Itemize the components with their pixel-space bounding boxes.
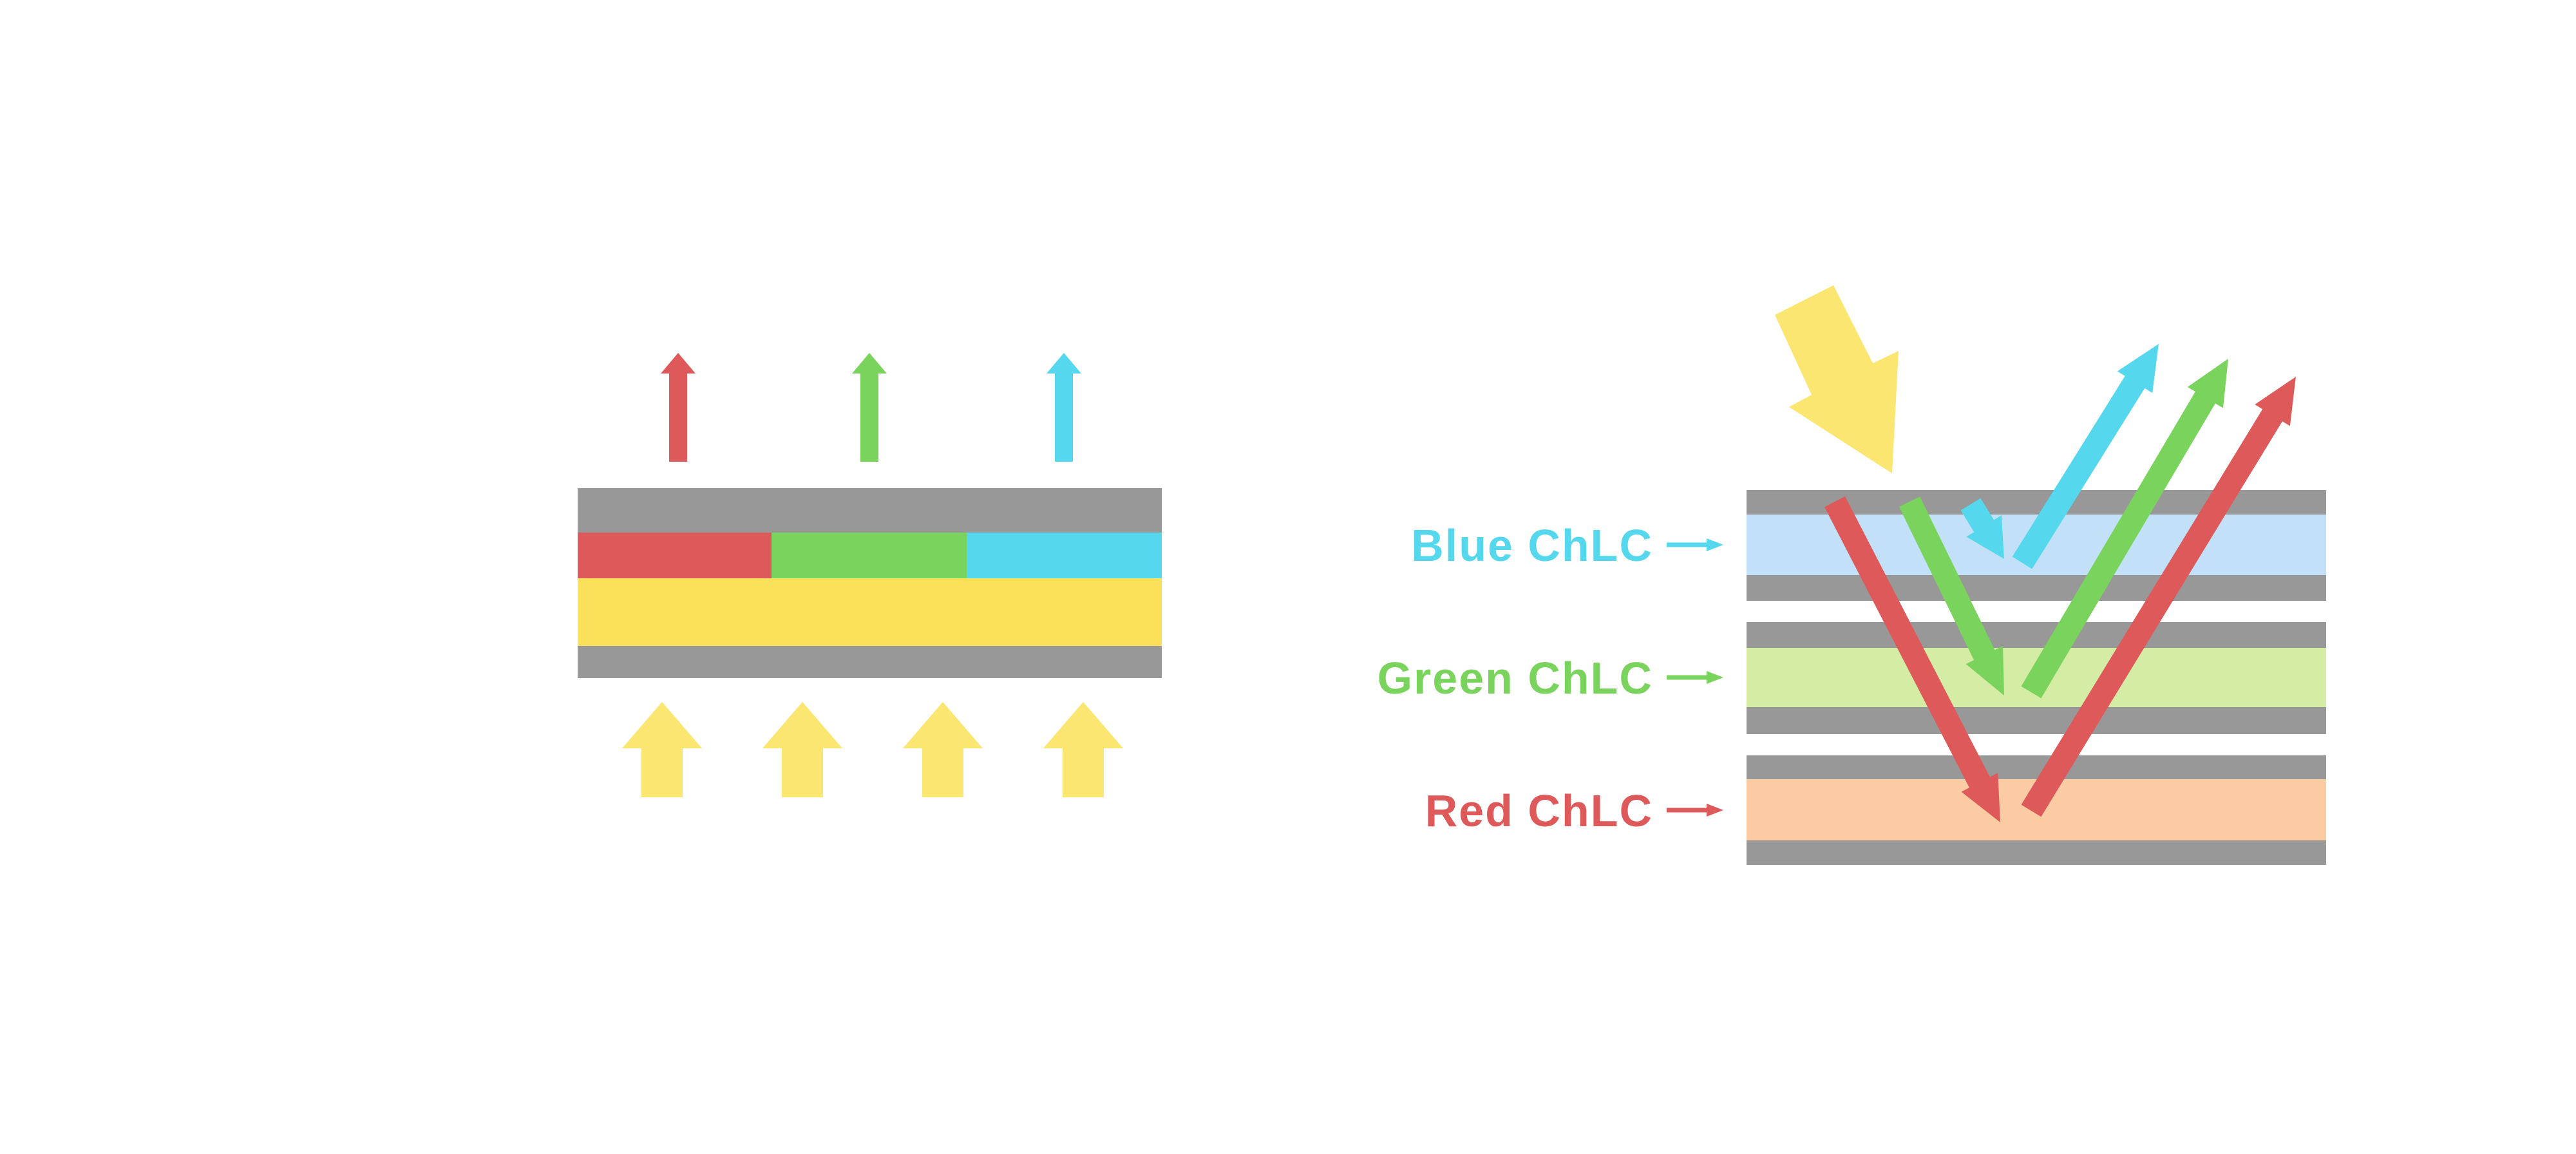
cyan-emission-arrow-icon: [1046, 353, 1081, 462]
substrate-bar-4: [1747, 707, 2326, 734]
backlight-arrow-icon-2: [762, 702, 842, 797]
green-incident-ray-icon: [1899, 497, 2004, 695]
green-emission-arrow-icon: [852, 353, 887, 462]
left-bottom-substrate: [578, 646, 1162, 678]
left-diagram: [578, 353, 1162, 797]
red-filter-segment: [578, 533, 772, 578]
cyan-reflected-ray-icon: [2012, 344, 2159, 569]
green-filter-segment: [772, 533, 967, 578]
right-diagram: Blue ChLC Green ChLC Red ChLC: [1378, 285, 2326, 865]
cyan-incident-ray-icon: [1960, 498, 2004, 559]
red-reflected-ray-icon: [2021, 377, 2296, 817]
green-label-arrow-icon: [1667, 671, 1723, 684]
backlight-arrow-icon-3: [903, 702, 983, 797]
blue-label-arrow-icon: [1667, 538, 1723, 551]
substrate-bar-2: [1747, 575, 2326, 601]
substrate-bar-3: [1747, 622, 2326, 648]
backlight-arrow-icon-1: [622, 702, 702, 797]
backlight-layer: [578, 578, 1162, 646]
red-incident-ray-icon: [1824, 496, 2000, 822]
green-chlc-label: Green ChLC: [1378, 653, 1653, 703]
backlight-arrow-icon-4: [1043, 702, 1123, 797]
cyan-filter-segment: [967, 533, 1162, 578]
green-reflected-ray-icon: [2021, 359, 2228, 699]
red-label-arrow-icon: [1667, 804, 1723, 817]
red-chlc-label: Red ChLC: [1425, 786, 1653, 836]
red-emission-arrow-icon: [661, 353, 696, 462]
substrate-bar-6: [1747, 840, 2326, 865]
blue-chlc-label: Blue ChLC: [1411, 520, 1653, 571]
incident-light-arrow-icon: [1775, 285, 1899, 473]
left-top-substrate: [578, 488, 1162, 533]
substrate-bar-5: [1747, 755, 2326, 779]
